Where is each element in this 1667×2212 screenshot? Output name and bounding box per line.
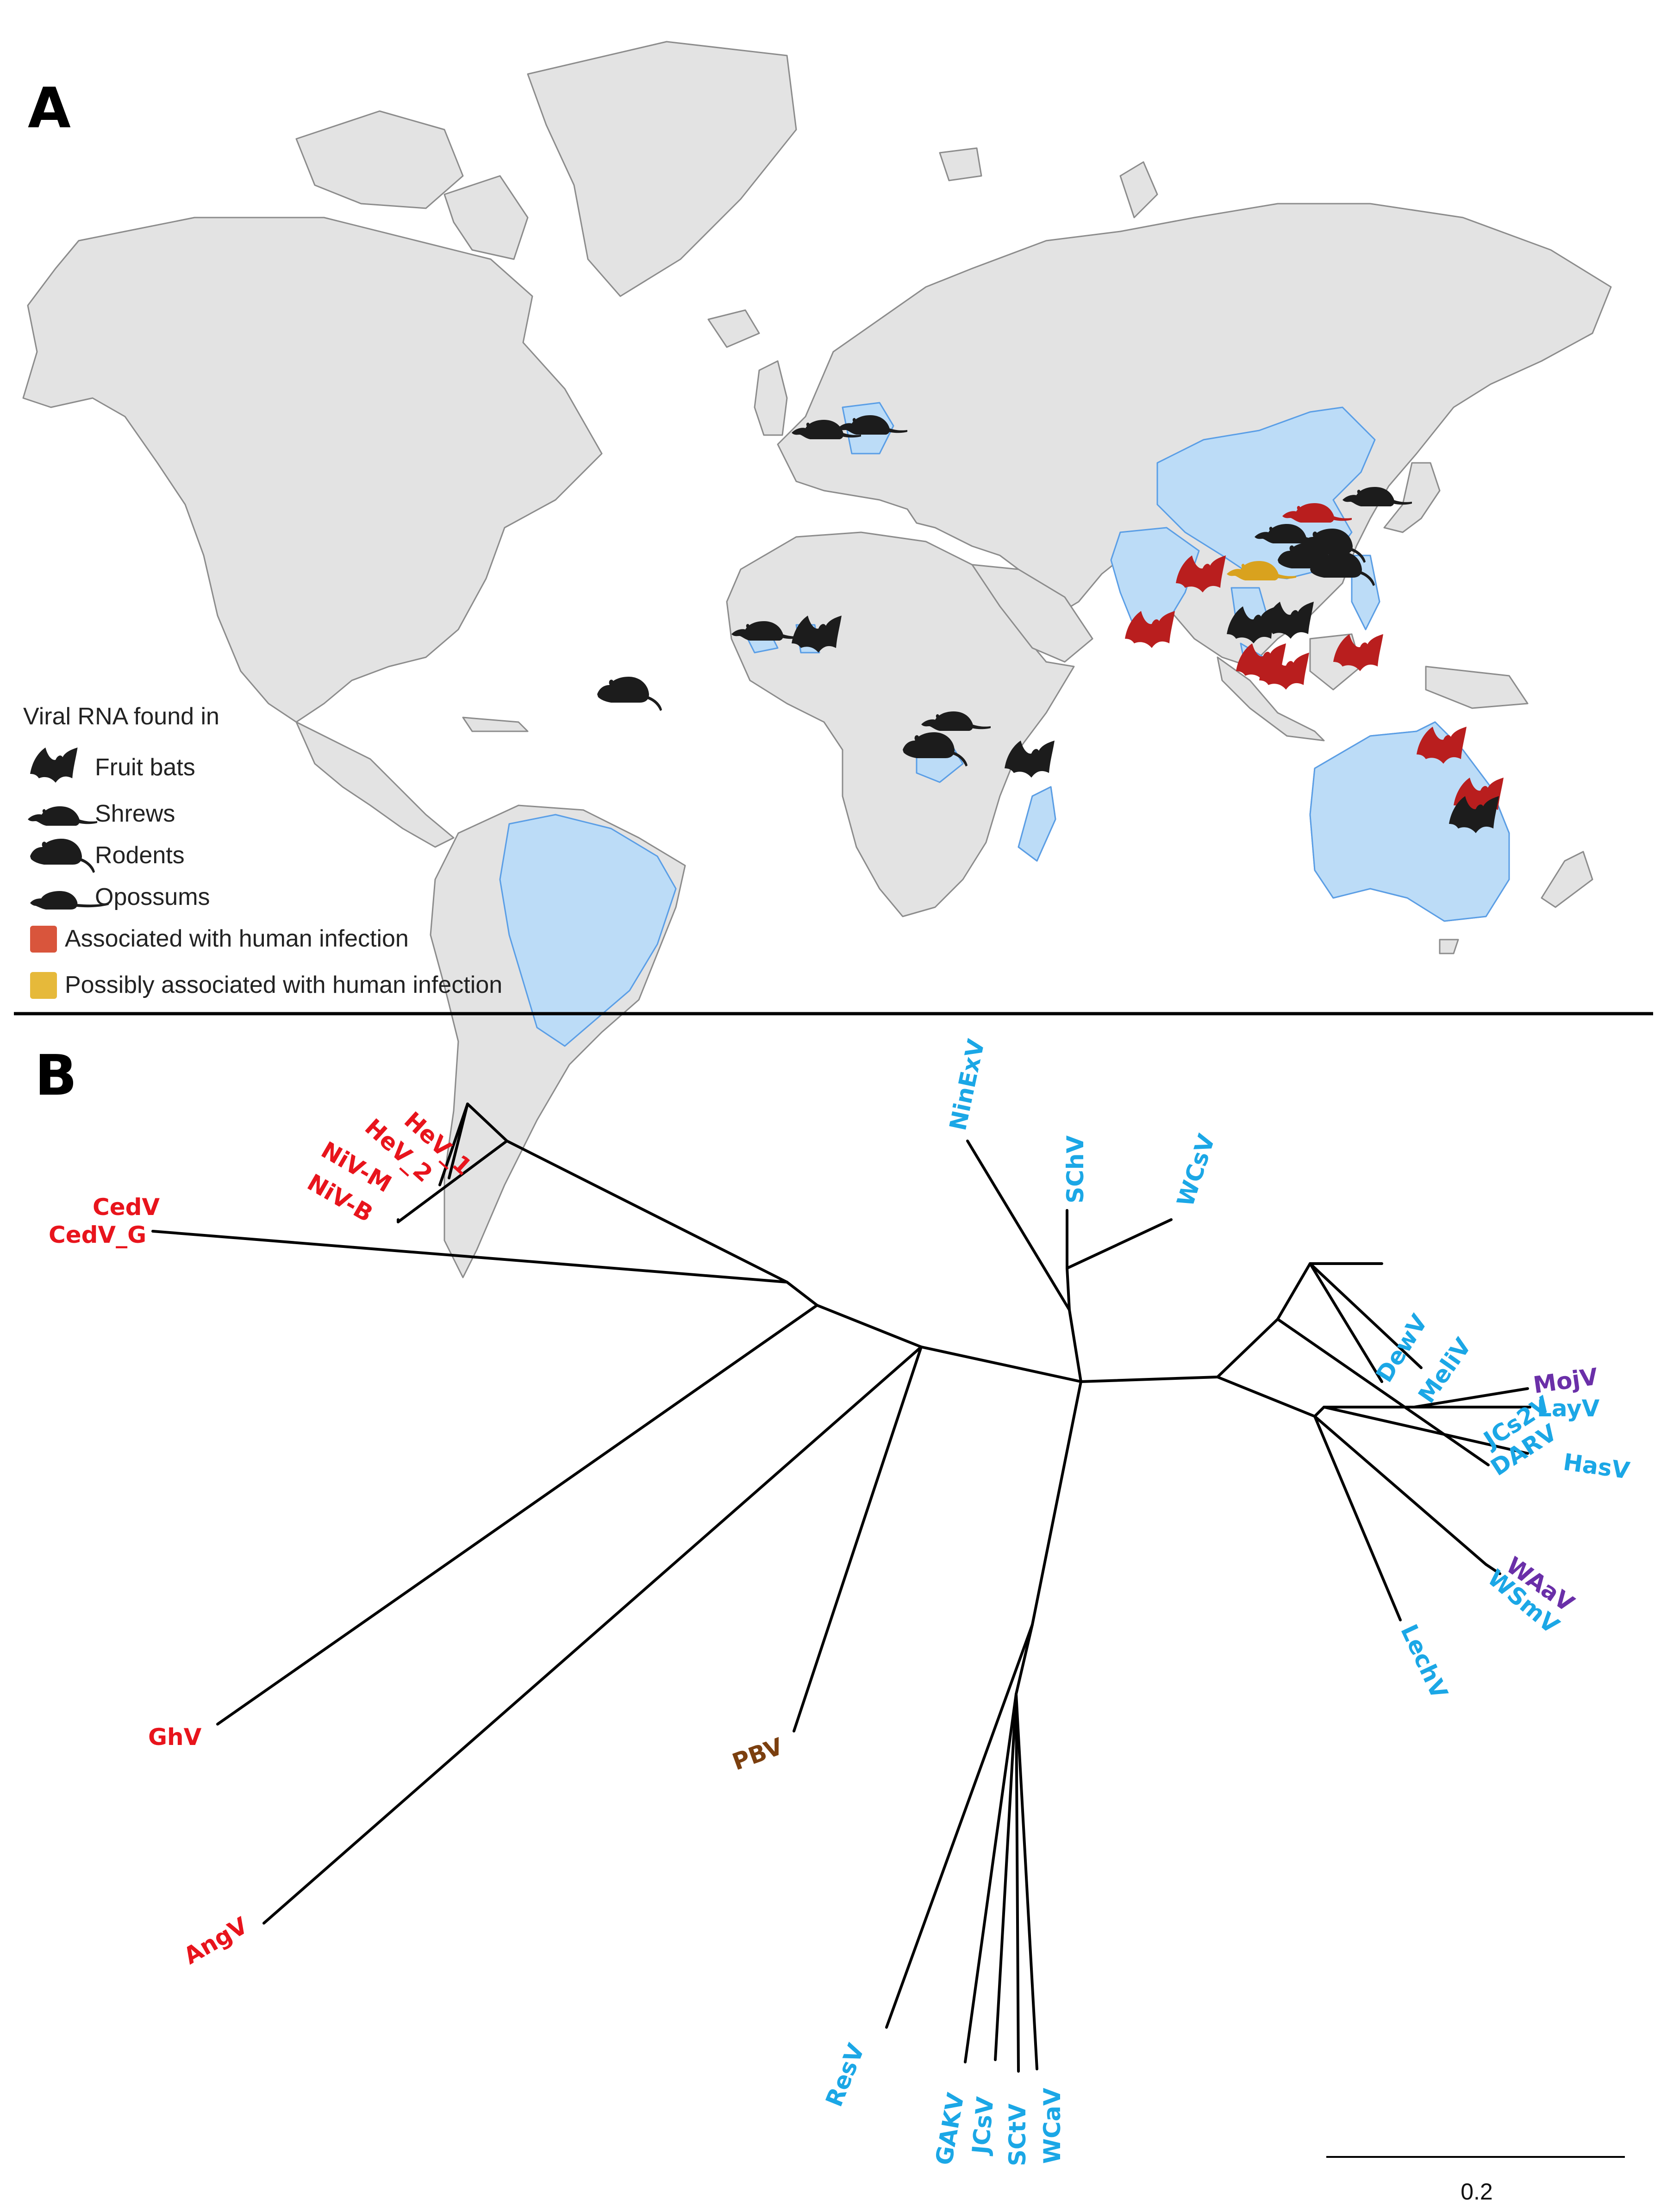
branch-angv: [262, 1346, 923, 1925]
legend-title: Viral RNA found in: [23, 703, 219, 730]
scale-bar: 0.2: [1326, 2156, 1625, 2205]
japan: [1383, 462, 1441, 533]
yellow-swatch-icon: [30, 972, 57, 999]
branch-ghv: [216, 1304, 818, 1726]
tip-label-hasv: HasV: [1561, 1448, 1631, 1484]
tip-label-wcsv: WCsV: [1172, 1131, 1220, 1210]
legend-label-shrews: Shrews: [95, 800, 175, 827]
branch-dew-meli: [1276, 1262, 1311, 1321]
branch-dewv: [1309, 1262, 1383, 1383]
branch-root-left: [920, 1346, 1082, 1383]
branch-cedv: [151, 1230, 788, 1284]
tip-label-ninexv: NinExV: [944, 1037, 990, 1133]
panel-label-b: B: [35, 1044, 77, 1108]
branch-root-right: [1080, 1376, 1219, 1383]
branch-left-1: [816, 1304, 923, 1348]
legend-label-opossums: Opossums: [95, 884, 210, 910]
branch-waav: [1485, 1563, 1501, 1575]
fruit-bat-icon: [30, 748, 78, 783]
branch-right-lower-2: [1313, 1406, 1325, 1418]
novaya-zemlya: [1119, 161, 1158, 218]
greenland: [527, 41, 797, 297]
branch-meliv: [1309, 1262, 1423, 1369]
rodent-icon: [30, 839, 95, 873]
branch-left-2: [786, 1281, 818, 1307]
tasmania: [1439, 939, 1459, 954]
branch-darv: [1276, 1318, 1490, 1466]
branch-schv: [1066, 1267, 1071, 1311]
tree-branches: [151, 1103, 1531, 2073]
region-madagascar: [1018, 786, 1056, 862]
rodent-marker-brazil: [597, 677, 662, 711]
new-guinea: [1425, 666, 1529, 709]
iceland: [707, 309, 760, 348]
uk: [754, 360, 788, 436]
branch-mojv-tip: [1413, 1387, 1529, 1408]
shrew-icon: [28, 806, 97, 826]
branch-henipa-split: [466, 1103, 508, 1142]
map-legend: Viral RNA found in Fruit bats Shrews Rod…: [23, 703, 502, 999]
red-swatch-icon: [30, 926, 57, 953]
region-brazil: [499, 814, 677, 1047]
highlighted-countries: [499, 402, 1510, 1047]
tip-label-layv: LayV: [1537, 1395, 1600, 1422]
tip-label-angv: AngV: [179, 1912, 252, 1970]
legend-label-fruit-bats: Fruit bats: [95, 754, 195, 781]
branch-henipa-stem: [506, 1140, 788, 1284]
branch-wcsv: [1066, 1218, 1173, 1270]
tip-label-schv: SChV: [1062, 1135, 1089, 1203]
tree-panel: B: [35, 1037, 1631, 2205]
legend-label-possibly-associated: Possibly associated with human infection: [65, 972, 502, 998]
sumatra-java: [1217, 656, 1325, 741]
region-australia: [1309, 721, 1510, 922]
map-panel: A: [22, 41, 1612, 1278]
panel-label-a: A: [28, 76, 71, 141]
branch-resv: [885, 1623, 1034, 2029]
legend-label-rodents: Rodents: [95, 842, 185, 869]
tip-label-resv: ResV: [820, 2040, 870, 2111]
tip-label-pbv: PBV: [729, 1733, 787, 1776]
branch-lower-stem: [1031, 1380, 1082, 1626]
branch-upper-stem: [1068, 1309, 1082, 1383]
branch-ninexv: [966, 1140, 1071, 1311]
branch-right-lower: [1216, 1376, 1316, 1418]
baffin-island: [443, 175, 529, 260]
branch-gakv: [964, 1693, 1018, 2063]
caribbean: [462, 717, 529, 732]
branch-wsmv: [1313, 1415, 1487, 1566]
north-america: [22, 217, 603, 723]
branch-jcsv: [994, 1693, 1018, 2061]
tip-label-cedv: CedV: [93, 1194, 160, 1221]
tip-label-meliv: MeliV: [1413, 1333, 1477, 1408]
tip-label-dewv: DewV: [1371, 1309, 1433, 1387]
tip-label-cedv-g: CedV_G: [49, 1221, 146, 1248]
tip-label-jcsv: JCsV: [967, 2095, 999, 2156]
tip-label-sctv: SCtV: [1004, 2103, 1031, 2166]
tip-label-wcav: WCaV: [1039, 2087, 1066, 2164]
branch-lower-2: [1015, 1623, 1034, 1695]
new-zealand: [1541, 851, 1593, 908]
svalbard: [939, 147, 982, 181]
branch-hev2: [438, 1103, 469, 1186]
branch-wcav: [1015, 1693, 1038, 2070]
tip-label-lechv: LechV: [1395, 1620, 1453, 1703]
tip-label-gakv: GAKV: [930, 2091, 969, 2167]
arabia: [971, 564, 1093, 663]
central-america: [295, 721, 455, 848]
branch-hasv: [1323, 1406, 1529, 1455]
branch-right-upper: [1216, 1318, 1279, 1378]
branch-niv: [397, 1140, 508, 1223]
branch-lechv: [1313, 1415, 1402, 1621]
tip-label-mojv: MojV: [1532, 1363, 1600, 1399]
tip-label-ghv: GhV: [148, 1724, 202, 1751]
arctic-islands: [295, 110, 464, 209]
branch-sctv: [1015, 1693, 1020, 2073]
scale-bar-label: 0.2: [1461, 2179, 1493, 2205]
legend-label-associated: Associated with human infection: [65, 925, 409, 952]
branch-pbv: [793, 1346, 923, 1732]
